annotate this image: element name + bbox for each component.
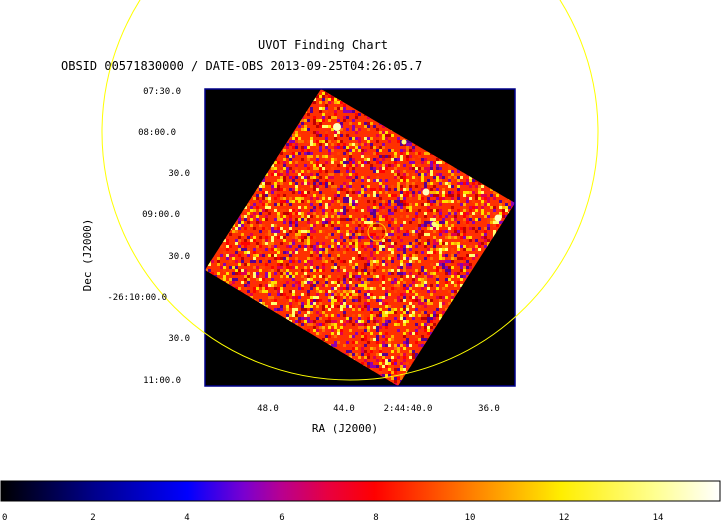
colorbar-tick-label: 10	[465, 513, 476, 521]
colorbar-tick-label: 4	[184, 513, 189, 521]
bright-source	[333, 123, 341, 131]
target-marker	[367, 222, 387, 242]
colorbar-tick-label: 6	[279, 513, 284, 521]
chart-subtitle: OBSID 00571830000 / DATE-OBS 2013-09-25T…	[61, 59, 422, 73]
bright-source	[422, 188, 430, 196]
plot-frame	[204, 88, 516, 387]
colorbar-tick-label: 8	[373, 513, 378, 521]
dec-tick-label: 07:30.0	[143, 87, 181, 97]
colorbar-frame	[0, 480, 721, 502]
colorbar-ticks: 0 2 4 6 8 10 12 14	[2, 513, 663, 521]
bright-source	[494, 214, 502, 222]
colorbar-gradient	[1, 481, 720, 501]
ra-axis: 48.0 44.0 2:44:40.0 36.0	[257, 404, 500, 414]
colorbar: 0 2 4 6 8 10 12 14	[0, 480, 721, 521]
ra-tick-label: 44.0	[333, 404, 355, 414]
dec-axis: 07:30.0 08:00.0 30.0 09:00.0 30.0 -26:10…	[107, 87, 190, 386]
dec-tick-label: 09:00.0	[142, 210, 180, 220]
bright-sources	[333, 123, 502, 227]
dec-tick-label: 11:00.0	[143, 376, 181, 386]
ra-tick-label: 2:44:40.0	[384, 404, 433, 414]
ra-tick-label: 36.0	[478, 404, 500, 414]
dec-tick-label: 30.0	[168, 252, 190, 262]
bright-source	[401, 139, 407, 145]
x-axis-label: RA (J2000)	[312, 422, 378, 435]
colorbar-tick-label: 14	[653, 513, 664, 521]
colorbar-tick-label: 12	[559, 513, 570, 521]
dec-tick-label: -26:10:00.0	[107, 293, 167, 303]
bright-source	[431, 221, 437, 227]
ra-tick-label: 48.0	[257, 404, 279, 414]
y-axis-label: Dec (J2000)	[81, 219, 94, 292]
dec-tick-label: 08:00.0	[138, 128, 176, 138]
colorbar-tick-label: 0	[2, 513, 7, 521]
dec-tick-label: 30.0	[168, 334, 190, 344]
dec-tick-label: 30.0	[168, 169, 190, 179]
colorbar-tick-label: 2	[90, 513, 95, 521]
chart-title: UVOT Finding Chart	[258, 38, 388, 52]
error-circle	[101, 0, 599, 381]
